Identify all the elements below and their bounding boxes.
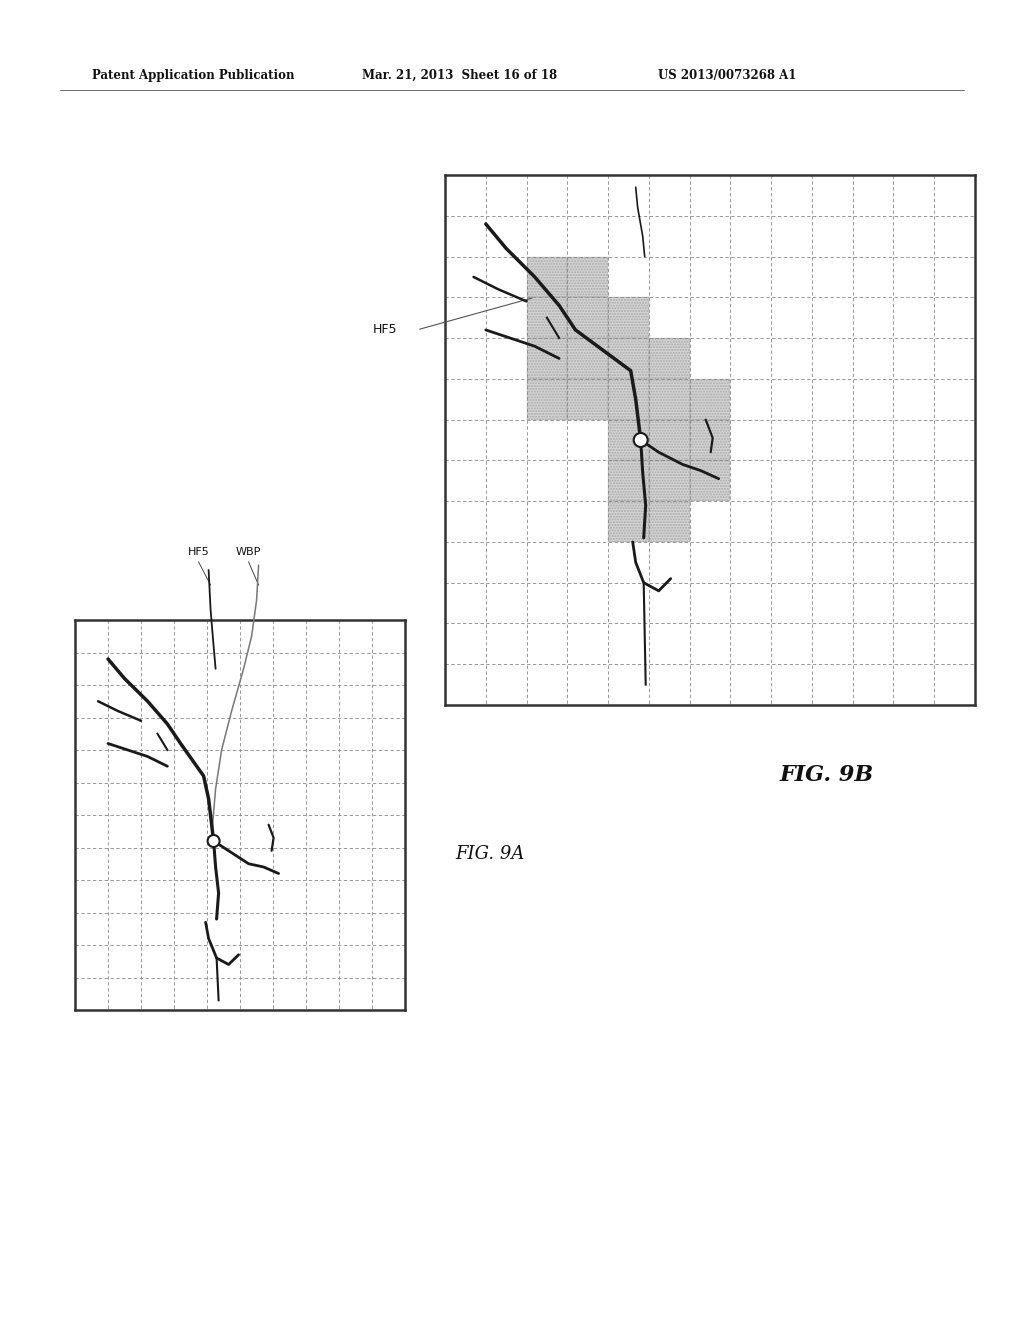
Bar <box>689 420 730 461</box>
Bar <box>608 338 649 379</box>
Text: WBP: WBP <box>236 546 261 557</box>
Bar <box>567 379 608 420</box>
Bar <box>567 379 608 420</box>
Text: FIG. 9A: FIG. 9A <box>456 845 524 863</box>
Bar <box>649 461 689 502</box>
Bar <box>608 502 649 543</box>
Text: Mar. 21, 2013  Sheet 16 of 18: Mar. 21, 2013 Sheet 16 of 18 <box>362 69 557 82</box>
Bar <box>608 502 649 543</box>
Bar <box>567 297 608 338</box>
Bar <box>689 379 730 420</box>
Bar <box>608 461 649 502</box>
Bar <box>649 420 689 461</box>
Bar <box>526 379 567 420</box>
Bar <box>649 338 689 379</box>
Text: HF5: HF5 <box>187 546 210 557</box>
Bar <box>649 502 689 543</box>
Bar <box>526 338 567 379</box>
Text: HF5: HF5 <box>373 323 397 337</box>
Bar <box>567 256 608 297</box>
Text: US 2013/0073268 A1: US 2013/0073268 A1 <box>658 69 797 82</box>
Bar <box>649 379 689 420</box>
Text: Patent Application Publication: Patent Application Publication <box>92 69 295 82</box>
Bar <box>526 297 567 338</box>
Bar <box>608 420 649 461</box>
Bar <box>689 379 730 420</box>
Bar <box>608 297 649 338</box>
Bar <box>689 420 730 461</box>
Bar <box>689 461 730 502</box>
Bar <box>608 338 649 379</box>
Bar <box>689 461 730 502</box>
Circle shape <box>634 433 648 447</box>
Bar <box>526 256 567 297</box>
Bar <box>608 297 649 338</box>
Bar <box>567 297 608 338</box>
Bar <box>526 256 567 297</box>
Bar <box>649 420 689 461</box>
Bar <box>567 338 608 379</box>
Bar <box>608 379 649 420</box>
Bar <box>526 297 567 338</box>
Bar <box>608 420 649 461</box>
Bar <box>567 256 608 297</box>
Bar <box>526 338 567 379</box>
Bar <box>649 502 689 543</box>
Text: FIG. 9B: FIG. 9B <box>779 764 873 785</box>
Bar <box>649 379 689 420</box>
Bar <box>567 338 608 379</box>
Bar <box>608 461 649 502</box>
Bar <box>608 379 649 420</box>
Bar <box>526 379 567 420</box>
Circle shape <box>208 836 219 847</box>
Bar <box>649 338 689 379</box>
Bar <box>649 461 689 502</box>
